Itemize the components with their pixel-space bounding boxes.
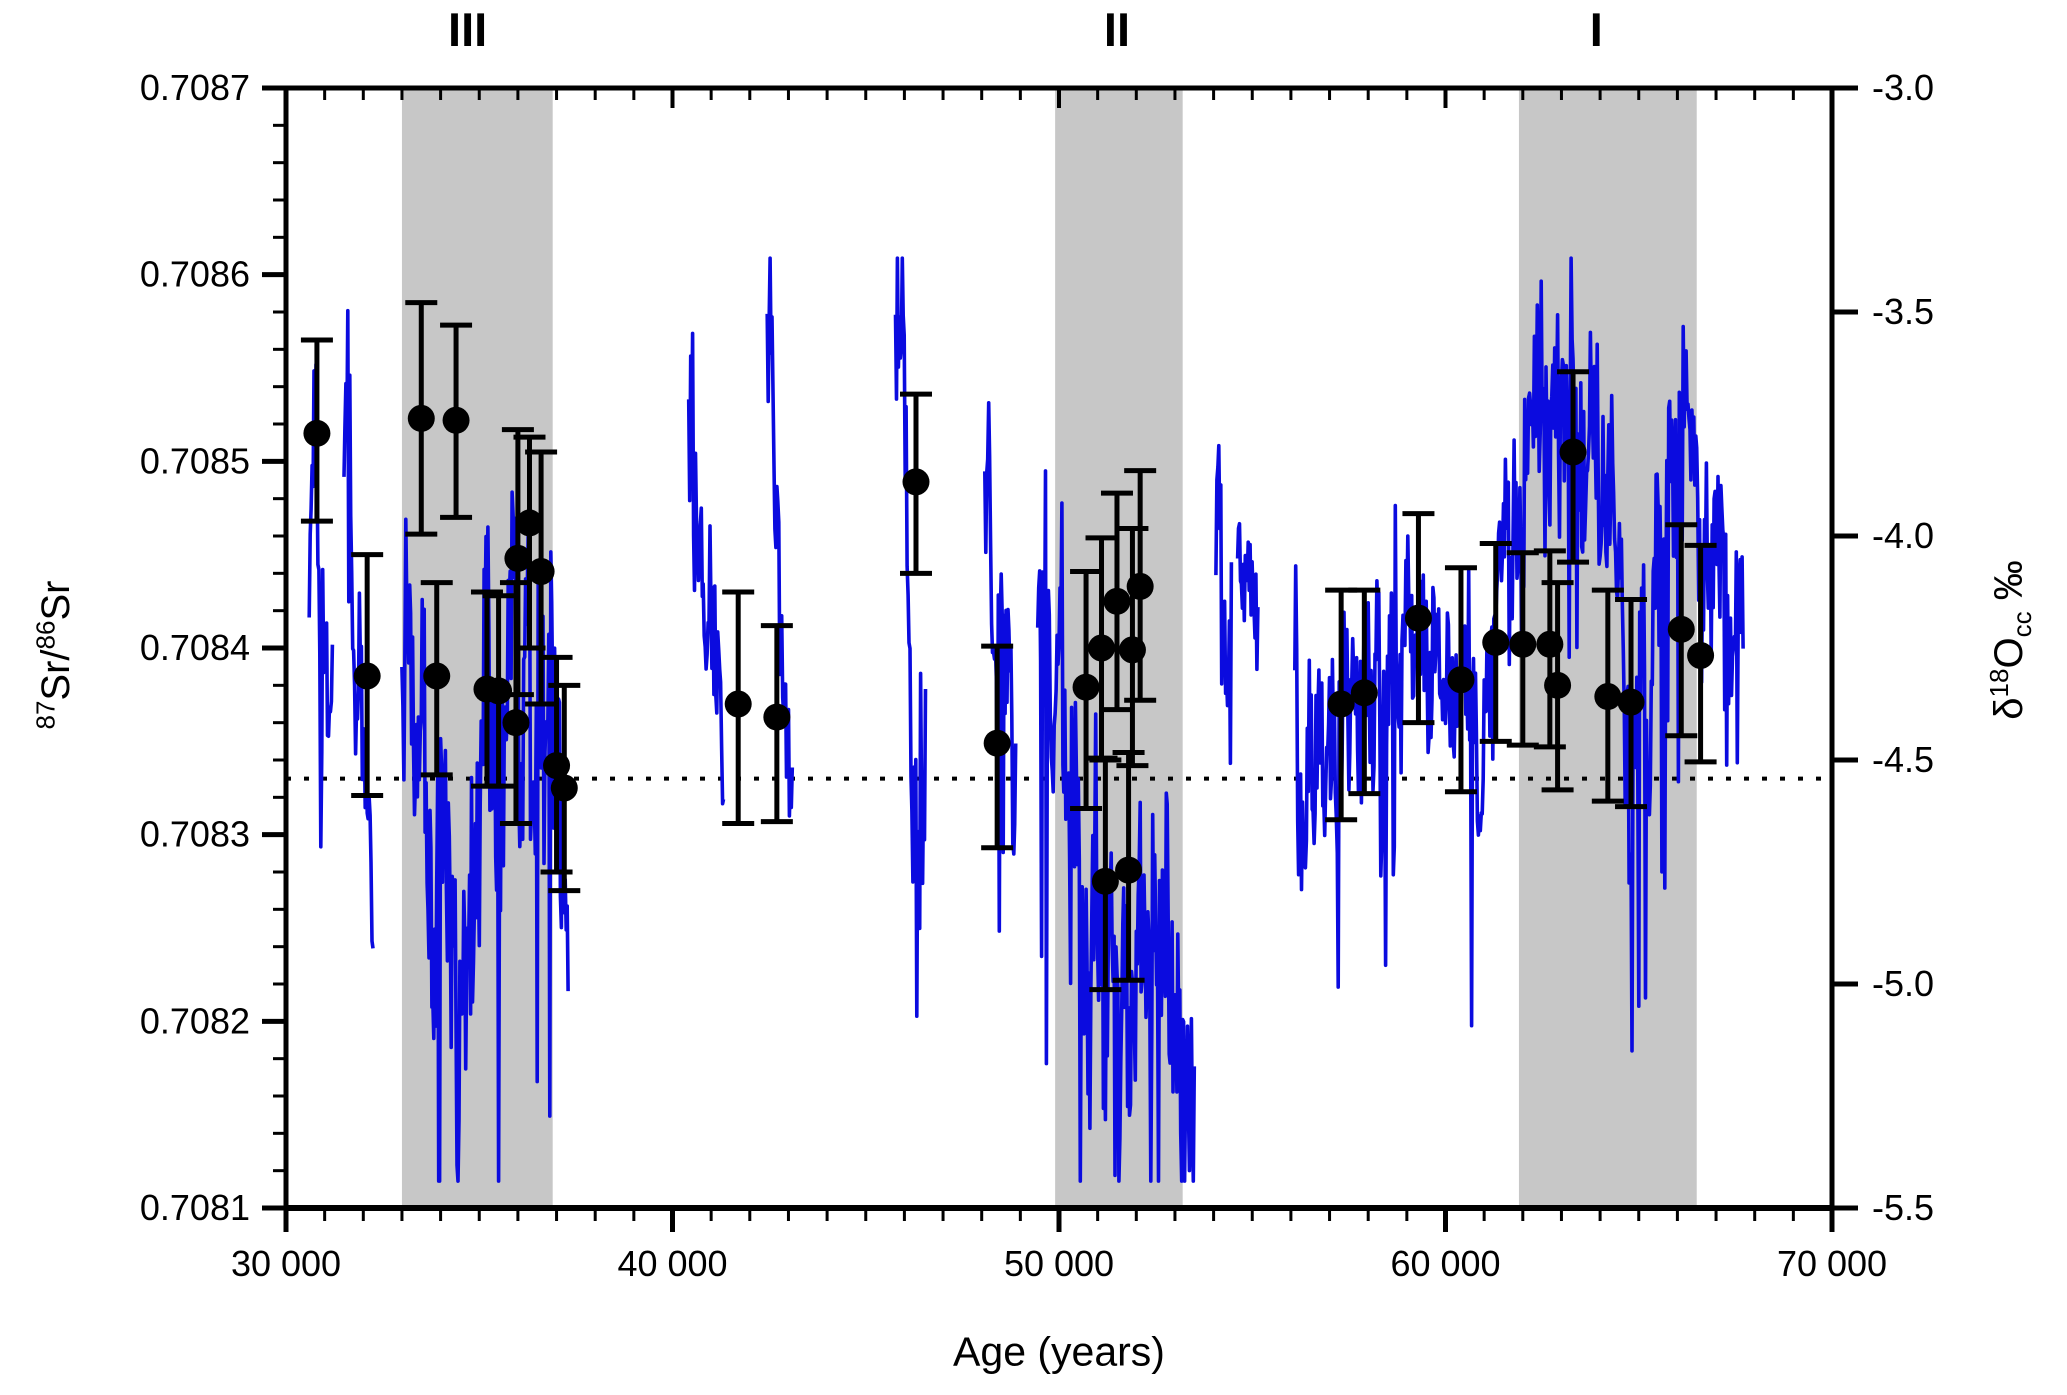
- sr-data-point: [902, 468, 930, 496]
- sr-data-point: [515, 509, 543, 537]
- sr-data-point: [504, 544, 532, 572]
- sr-data-point: [527, 557, 555, 585]
- y-left-tick-label: 0.7085: [140, 440, 250, 481]
- d18o-series-path: [1293, 503, 1463, 989]
- sr-data-point: [303, 419, 331, 447]
- sr-data-point: [1617, 688, 1645, 716]
- sr-data-point: [1404, 604, 1432, 632]
- sr-data-point: [1091, 867, 1119, 895]
- sr-data-point: [550, 774, 578, 802]
- sr-data-point: [485, 677, 513, 705]
- y-right-tick-label: -5.5: [1872, 1187, 1934, 1228]
- sr-data-point: [1072, 673, 1100, 701]
- right-axis-permil: ‰: [1987, 560, 2032, 612]
- y-left-tick-label: 0.7084: [140, 627, 250, 668]
- sr-data-point: [442, 406, 470, 434]
- sr-data-point: [763, 703, 791, 731]
- d18o-series-path: [1214, 443, 1234, 766]
- right-axis-O: O: [1987, 637, 2032, 669]
- x-tick-label: 70 000: [1777, 1243, 1887, 1284]
- d18o-series-group: [307, 256, 1745, 1183]
- y-right-tick-label: -5.0: [1872, 963, 1934, 1004]
- x-axis-title: Age (years): [953, 1328, 1165, 1375]
- sr-data-point: [1559, 438, 1587, 466]
- y-left-tick-label: 0.7087: [140, 67, 250, 108]
- sr-data-point: [1687, 641, 1715, 669]
- sr-data-point: [1115, 856, 1143, 884]
- y-right-tick-label: -4.5: [1872, 739, 1934, 780]
- x-tick-label: 60 000: [1390, 1243, 1500, 1284]
- y-left-tick-label: 0.7082: [140, 1000, 250, 1041]
- sr-data-point: [1350, 679, 1378, 707]
- sr-data-point: [423, 662, 451, 690]
- sr-data-point: [1482, 628, 1510, 656]
- y-left-tick-label: 0.7081: [140, 1187, 250, 1228]
- sr-data-point: [1667, 615, 1695, 643]
- sr-data-point: [1509, 630, 1537, 658]
- right-axis-title: δ18Occ ‰: [1983, 560, 2037, 720]
- y-right-tick-label: -3.0: [1872, 67, 1934, 108]
- sr-data-point: [1126, 572, 1154, 600]
- d18o-series-path: [307, 362, 335, 849]
- x-tick-label: 40 000: [617, 1243, 727, 1284]
- d18o-series-path: [765, 256, 795, 818]
- sr-data-point: [724, 690, 752, 718]
- zone-label-II: II: [1104, 3, 1130, 56]
- left-axis-text-sr1: Sr/: [33, 649, 78, 701]
- right-axis-sup-18: 18: [1983, 668, 2014, 698]
- x-tick-label: 30 000: [231, 1243, 341, 1284]
- sr-data-point: [407, 404, 435, 432]
- sr-data-point: [1327, 690, 1355, 718]
- right-axis-delta: δ: [1987, 697, 2032, 720]
- sr-data-point: [353, 662, 381, 690]
- zone-label-III: III: [448, 3, 487, 56]
- sr-data-point: [1544, 671, 1572, 699]
- d18o-series-path: [342, 308, 375, 949]
- y-right-tick-label: -4.0: [1872, 515, 1934, 556]
- d18o-series-path: [893, 256, 928, 1019]
- sr-data-point: [1088, 634, 1116, 662]
- y-left-tick-label: 0.7086: [140, 254, 250, 295]
- sr-data-point: [983, 729, 1011, 757]
- y-left-tick-label: 0.7083: [140, 814, 250, 855]
- left-axis-sup-87: 87: [30, 700, 61, 730]
- sr-data-point: [1447, 666, 1475, 694]
- sr-data-point: [502, 709, 530, 737]
- sr-data-point: [1594, 683, 1622, 711]
- sr-data-point: [1103, 587, 1131, 615]
- d18o-series-path: [686, 331, 726, 806]
- right-axis-sub-cc: cc: [2007, 611, 2038, 638]
- y-right-tick-label: -3.5: [1872, 291, 1934, 332]
- d18o-series-path: [1461, 256, 1745, 1053]
- left-axis-title: 87Sr/86Sr: [30, 580, 79, 730]
- sr-series-group: [300, 300, 1717, 993]
- d18o-series-path: [983, 400, 1018, 933]
- zone-label-I: I: [1590, 3, 1603, 56]
- left-axis-sup-86: 86: [30, 620, 61, 650]
- d18o-series-path: [1235, 521, 1260, 672]
- left-axis-text-sr2: Sr: [33, 580, 78, 621]
- x-tick-label: 50 000: [1004, 1243, 1114, 1284]
- d18o-series-path: [1035, 469, 1197, 1183]
